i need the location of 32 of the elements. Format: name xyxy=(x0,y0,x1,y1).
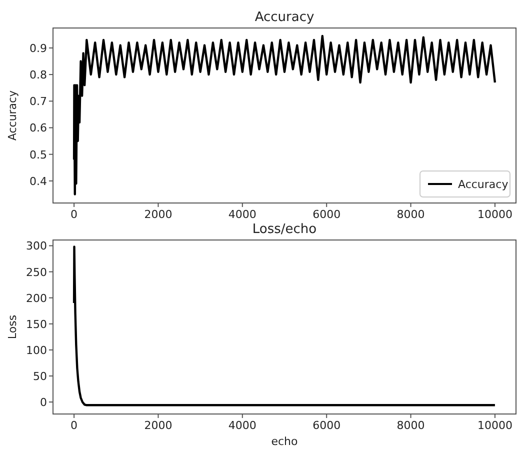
y-axis-title: Loss xyxy=(6,314,19,340)
chart-title: Accuracy xyxy=(254,10,314,25)
line-series xyxy=(72,246,496,406)
x-tick-label: 4000 xyxy=(228,419,256,432)
y-tick-label: 200 xyxy=(26,292,47,305)
y-tick-label: 0.6 xyxy=(30,122,47,135)
x-tick-label: 6000 xyxy=(312,208,341,221)
y-tick-label: 300 xyxy=(26,240,47,253)
x-tick-label: 2000 xyxy=(144,208,172,221)
y-tick-label: 0 xyxy=(40,396,47,410)
y-tick-label: 150 xyxy=(26,318,47,331)
y-tick-label: 0.5 xyxy=(30,148,47,162)
x-tick-label: 0 xyxy=(70,419,78,432)
x-tick-label: 8000 xyxy=(396,208,425,221)
x-tick-label: 2000 xyxy=(144,419,172,432)
legend-label: Accuracy xyxy=(458,178,509,191)
y-tick-label: 0.4 xyxy=(30,174,47,188)
x-tick-label: 6000 xyxy=(312,419,341,432)
y-tick-label: 0.8 xyxy=(30,68,47,82)
x-tick-label: 10000 xyxy=(477,208,512,221)
x-tick-label: 0 xyxy=(70,208,78,221)
y-tick-label: 50 xyxy=(33,370,47,383)
chart-title: Loss/echo xyxy=(252,222,317,237)
x-axis-title: echo xyxy=(271,435,298,448)
y-tick-label: 0.9 xyxy=(30,42,47,55)
x-tick-label: 8000 xyxy=(396,419,425,432)
y-tick-label: 100 xyxy=(26,344,47,357)
x-tick-label: 4000 xyxy=(228,208,256,221)
y-tick-label: 0.7 xyxy=(30,95,47,108)
y-axis-title: Accuracy xyxy=(6,90,19,141)
y-tick-label: 250 xyxy=(26,266,47,279)
x-tick-label: 10000 xyxy=(477,419,512,432)
